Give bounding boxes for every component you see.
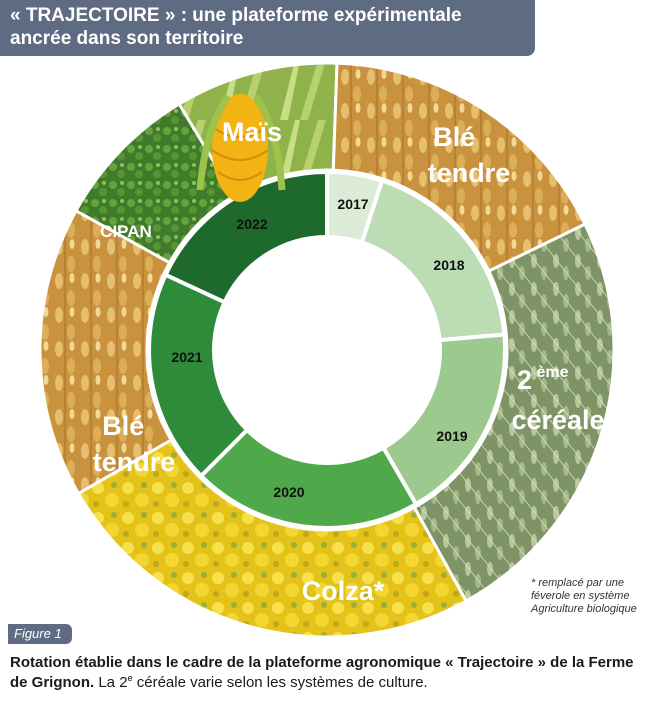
year-label-2022: 2022: [236, 216, 267, 232]
crop-label-ble-tendre-1: Blé tendre: [428, 122, 511, 188]
figure-number-label: Figure 1: [8, 624, 72, 644]
year-labels: 2017 2018 2019 2020 2021 2022: [171, 196, 467, 500]
footnote: * remplacé par une féverole en système A…: [531, 577, 637, 615]
year-label-2019: 2019: [436, 428, 467, 444]
caption-bold-text: Rotation établie dans le cadre de la pla…: [10, 654, 634, 691]
crop-label-ble-tendre-1-line2: tendre: [428, 158, 511, 188]
inner-year-ring: [147, 169, 507, 530]
crop-label-cereale: céréale: [511, 405, 604, 435]
crop-label-cipan: CIPAN: [100, 222, 152, 241]
crop-label-colza: Colza*: [302, 576, 385, 606]
year-label-2017: 2017: [337, 196, 368, 212]
caption-superscript: e: [127, 673, 133, 683]
outer-crop-ring: [38, 61, 616, 639]
figure-caption: Rotation établie dans le cadre de la pla…: [10, 653, 640, 693]
caption-text-post: céréale varie selon les systèmes de cult…: [132, 674, 428, 691]
crop-label-ble-tendre-2-line1: Blé: [102, 411, 144, 441]
year-label-2021: 2021: [171, 349, 202, 365]
center-disc: [216, 239, 438, 461]
figure-title: « TRAJECTOIRE » : une plateforme expérim…: [0, 0, 535, 56]
caption-text-pre: La 2: [94, 674, 128, 691]
year-segment-2022: [163, 169, 329, 305]
crop-label-mais: Maïs: [222, 117, 282, 147]
year-label-2020: 2020: [273, 484, 304, 500]
crop-label-2eme-base: 2: [517, 365, 532, 395]
crop-label-2eme-sup: ème: [537, 364, 569, 381]
crop-label-ble-tendre-2-line2: tendre: [93, 447, 176, 477]
corn-cob-illustration: [196, 94, 286, 202]
crop-label-ble-tendre-1-line1: Blé: [433, 122, 475, 152]
crop-label-ble-tendre-2: Blé tendre: [93, 411, 176, 477]
year-label-2018: 2018: [433, 257, 464, 273]
crop-label-2eme-cereale: 2 ème céréale: [511, 364, 604, 435]
